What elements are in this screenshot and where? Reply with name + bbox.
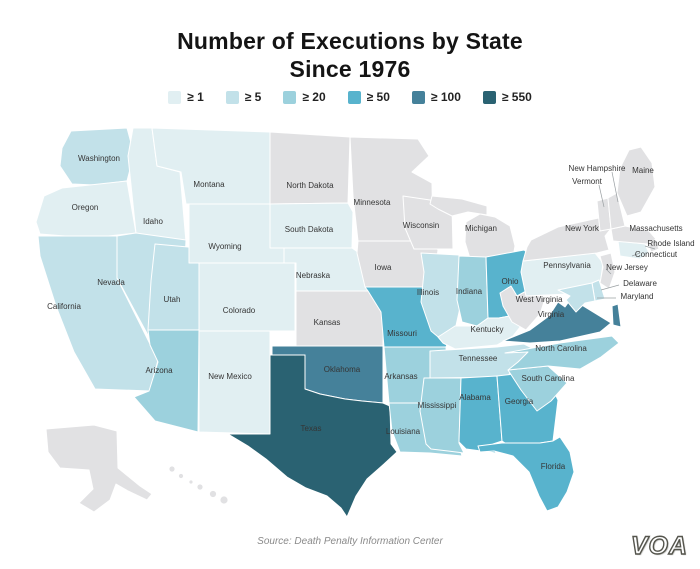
state-MI — [429, 195, 516, 266]
state-FL — [477, 436, 575, 512]
label-leader-line — [611, 171, 619, 203]
state-label-NJ: New Jersey — [606, 263, 648, 272]
legend-item-5: ≥ 100 — [411, 90, 461, 104]
state-label-OK: Oklahoma — [324, 365, 361, 374]
state-ND — [269, 131, 351, 205]
state-label-KS: Kansas — [314, 318, 341, 327]
legend-swatch — [411, 90, 425, 104]
state-label-ME: Maine — [632, 166, 654, 175]
voa-logo: VOA — [630, 531, 688, 560]
chart-title-line1: Number of Executions by State — [177, 28, 523, 54]
label-leader-line — [600, 284, 620, 291]
state-NH — [607, 192, 626, 230]
state-label-LA: Louisiana — [386, 427, 421, 436]
state-SD — [269, 202, 354, 249]
state-HI — [168, 465, 229, 505]
state-NJ — [599, 252, 616, 290]
state-label-KY: Kentucky — [471, 325, 504, 334]
state-label-IA: Iowa — [375, 263, 392, 272]
legend-item-6: ≥ 550 — [482, 90, 532, 104]
state-MS — [419, 377, 465, 454]
state-NY — [522, 215, 614, 262]
state-label-WY: Wyoming — [208, 242, 241, 251]
state-label-NY: New York — [565, 224, 600, 233]
state-label-DE: Delaware — [623, 279, 657, 288]
state-label-NV: Nevada — [97, 278, 125, 287]
state-label-NH: New Hampshire — [569, 164, 626, 173]
legend-label: ≥ 50 — [366, 90, 390, 104]
state-label-OR: Oregon — [72, 203, 99, 212]
chart-title: Number of Executions by State Since 1976 — [0, 27, 700, 83]
legend-swatch — [283, 90, 297, 104]
state-label-SC: South Carolina — [522, 374, 575, 383]
legend-swatch — [482, 90, 496, 104]
state-label-VA: Virginia — [538, 310, 565, 319]
state-VA — [502, 299, 622, 344]
label-leader-line — [598, 184, 605, 208]
state-label-ND: North Dakota — [286, 181, 334, 190]
chart-title-line2: Since 1976 — [289, 56, 411, 83]
label-leader-line — [644, 245, 656, 250]
legend-item-2: ≥ 5 — [225, 90, 262, 104]
legend-swatch — [225, 90, 239, 104]
state-CO — [198, 262, 296, 332]
state-label-ID: Idaho — [143, 217, 164, 226]
legend-item-3: ≥ 20 — [283, 90, 326, 104]
state-AL — [458, 375, 503, 454]
state-label-WA: Washington — [78, 154, 120, 163]
state-label-IN: Indiana — [456, 287, 483, 296]
state-label-RI: Rhode Island — [647, 239, 694, 248]
state-WV — [499, 285, 546, 331]
label-leader-line — [605, 268, 612, 275]
state-label-MN: Minnesota — [354, 198, 391, 207]
state-AK — [45, 424, 153, 513]
state-label-NE: Nebraska — [296, 271, 331, 280]
state-MD — [557, 282, 596, 313]
state-label-CO: Colorado — [223, 306, 256, 315]
legend-label: ≥ 1 — [187, 90, 204, 104]
state-label-FL: Florida — [541, 462, 566, 471]
state-label-AZ: Arizona — [145, 366, 173, 375]
state-label-UT: Utah — [164, 295, 181, 304]
state-label-TX: Texas — [301, 424, 322, 433]
legend: ≥ 1 ≥ 5 ≥ 20 ≥ 50 ≥ 100 ≥ 550 — [0, 90, 700, 104]
state-label-SD: South Dakota — [285, 225, 334, 234]
state-label-AR: Arkansas — [384, 372, 417, 381]
state-NM — [198, 330, 271, 435]
legend-label: ≥ 100 — [430, 90, 461, 104]
source-credit: Source: Death Penalty Information Center — [257, 536, 443, 547]
state-label-CA: California — [47, 302, 81, 311]
state-ME — [616, 146, 656, 217]
state-label-AL: Alabama — [459, 393, 491, 402]
state-label-VT: Vermont — [572, 177, 603, 186]
legend-label: ≥ 20 — [302, 90, 326, 104]
state-label-MS: Mississippi — [418, 401, 457, 410]
state-label-NC: North Carolina — [535, 344, 587, 353]
state-label-CT: Connecticut — [635, 250, 678, 259]
legend-swatch — [168, 90, 182, 104]
state-label-MI: Michigan — [465, 224, 497, 233]
state-label-NM: New Mexico — [208, 372, 252, 381]
legend-item-1: ≥ 1 — [168, 90, 204, 104]
state-label-PA: Pennsylvania — [543, 261, 591, 270]
state-label-WI: Wisconsin — [403, 221, 439, 230]
legend-label: ≥ 550 — [501, 90, 532, 104]
state-label-TN: Tennessee — [459, 354, 498, 363]
state-NC — [504, 335, 620, 371]
legend-item-4: ≥ 50 — [347, 90, 390, 104]
state-label-MT: Montana — [193, 180, 225, 189]
legend-swatch — [347, 90, 361, 104]
state-TX — [227, 354, 398, 518]
legend-label: ≥ 5 — [244, 90, 262, 104]
state-label-MA: Massachusetts — [629, 224, 682, 233]
state-label-MO: Missouri — [387, 329, 417, 338]
state-label-MD: Maryland — [621, 292, 654, 301]
label-leader-line — [631, 252, 641, 257]
state-label-GA: Georgia — [505, 397, 534, 406]
state-label-WV: West Virginia — [516, 295, 563, 304]
state-label-OH: Ohio — [502, 277, 519, 286]
state-label-IL: Illinois — [417, 288, 439, 297]
